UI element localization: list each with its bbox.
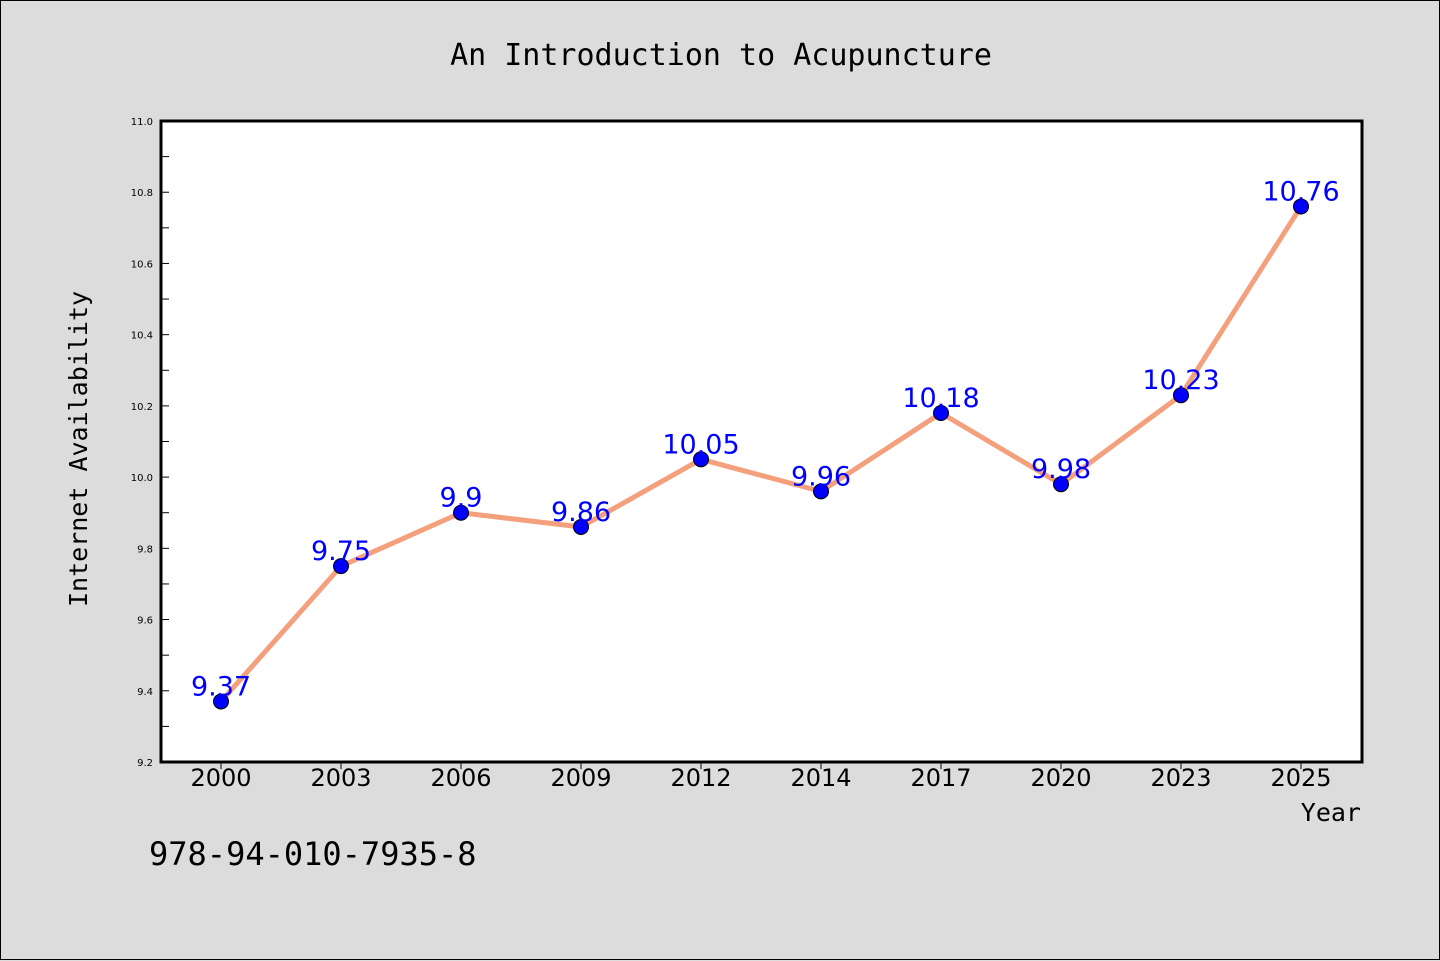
- y-tick-label: 9.8: [137, 544, 153, 555]
- x-tick-label: 2006: [430, 764, 491, 792]
- x-tick-label: 2009: [550, 764, 611, 792]
- y-tick-label: 9.4: [137, 687, 153, 698]
- y-tick-label: 10.2: [131, 402, 153, 413]
- series-group: [213, 198, 1309, 710]
- x-tick-label: 2000: [190, 764, 251, 792]
- data-point: [693, 451, 709, 468]
- y-axis: 9.2 9.4 9.6 9.8 10.0 10.2 10.4 10.6 10.8 11.0: [131, 117, 169, 769]
- x-tick-label: 2014: [790, 764, 851, 792]
- x-axis: 2000 2003 2006 2009 2012 2014 2017 2020 2023 2025: [190, 762, 1332, 792]
- data-label: 10.05: [662, 429, 739, 460]
- data-label: 9.96: [791, 461, 851, 492]
- x-axis-label: Year: [1301, 798, 1361, 827]
- data-labels: 9.37 9.75 9.9 9.86 10.05 9.96 10.18 9.98 10.23 10…: [191, 176, 1340, 702]
- chart-title: An Introduction to Acupuncture: [450, 38, 992, 73]
- data-label: 9.98: [1031, 454, 1091, 485]
- data-label: 9.75: [311, 536, 371, 567]
- data-label: 9.37: [191, 671, 251, 702]
- y-axis-label: Internet Availability: [64, 291, 93, 607]
- data-label: 10.76: [1262, 176, 1339, 207]
- y-tick-label: 9.2: [137, 758, 153, 769]
- data-label: 10.23: [1142, 365, 1219, 396]
- data-point: [1293, 198, 1309, 215]
- x-tick-label: 2020: [1030, 764, 1091, 792]
- y-tick-label: 10.4: [131, 331, 153, 342]
- data-point: [813, 483, 829, 500]
- data-label: 10.18: [902, 383, 979, 414]
- y-tick-label: 10.0: [131, 473, 153, 484]
- data-point: [933, 405, 949, 422]
- plot-area: [159, 119, 1364, 764]
- y-tick-label: 11.0: [131, 117, 153, 128]
- x-tick-label: 2017: [910, 764, 971, 792]
- x-tick-label: 2003: [310, 764, 371, 792]
- data-point: [1053, 476, 1069, 493]
- data-point: [213, 693, 229, 710]
- footnote: 978-94-010-7935-8: [149, 835, 477, 873]
- data-point: [1173, 387, 1189, 404]
- x-tick-label: 2012: [670, 764, 731, 792]
- y-tick-label: 9.6: [137, 616, 153, 627]
- series-line: [218, 203, 1304, 704]
- x-tick-label: 2025: [1270, 764, 1331, 792]
- data-point: [573, 518, 589, 535]
- y-tick-label: 10.6: [131, 259, 153, 270]
- data-label: 9.9: [440, 483, 483, 514]
- data-point: [333, 558, 349, 575]
- data-label: 9.86: [551, 497, 611, 528]
- y-tick-label: 10.8: [131, 188, 153, 199]
- data-point: [453, 504, 469, 521]
- x-tick-label: 2023: [1150, 764, 1211, 792]
